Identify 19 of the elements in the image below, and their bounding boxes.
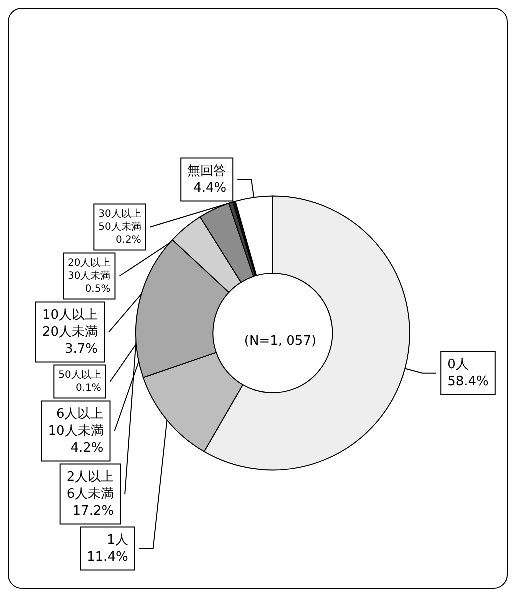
data-label: 4.4% <box>194 180 227 196</box>
slice-label: 30人以上 50人未満 <box>98 208 142 233</box>
data-label: 0.1% <box>76 382 102 394</box>
slice-label: 6人以上 10人未満 <box>48 406 104 439</box>
data-label: 4.2% <box>70 440 104 456</box>
slice-label: 0人 <box>448 357 469 372</box>
data-label: 0.5% <box>85 284 111 295</box>
slice-label: 50人以上 <box>58 368 102 381</box>
slice-label: 10人以上 20人未満 <box>42 308 98 340</box>
slice-label: 2人以上 6人未満 <box>66 470 114 502</box>
data-label: 58.4% <box>448 374 489 390</box>
text: (N=1, 057) <box>244 334 317 349</box>
slice-label: 1人 <box>107 532 128 548</box>
data-label: 0.2% <box>116 234 142 246</box>
slice-label: 無回答 <box>188 164 227 179</box>
data-label: 3.7% <box>64 342 98 357</box>
data-label: 17.2% <box>72 504 114 519</box>
slice-label: 20人以上 30人未満 <box>68 256 111 282</box>
data-label: 11.4% <box>87 550 128 565</box>
